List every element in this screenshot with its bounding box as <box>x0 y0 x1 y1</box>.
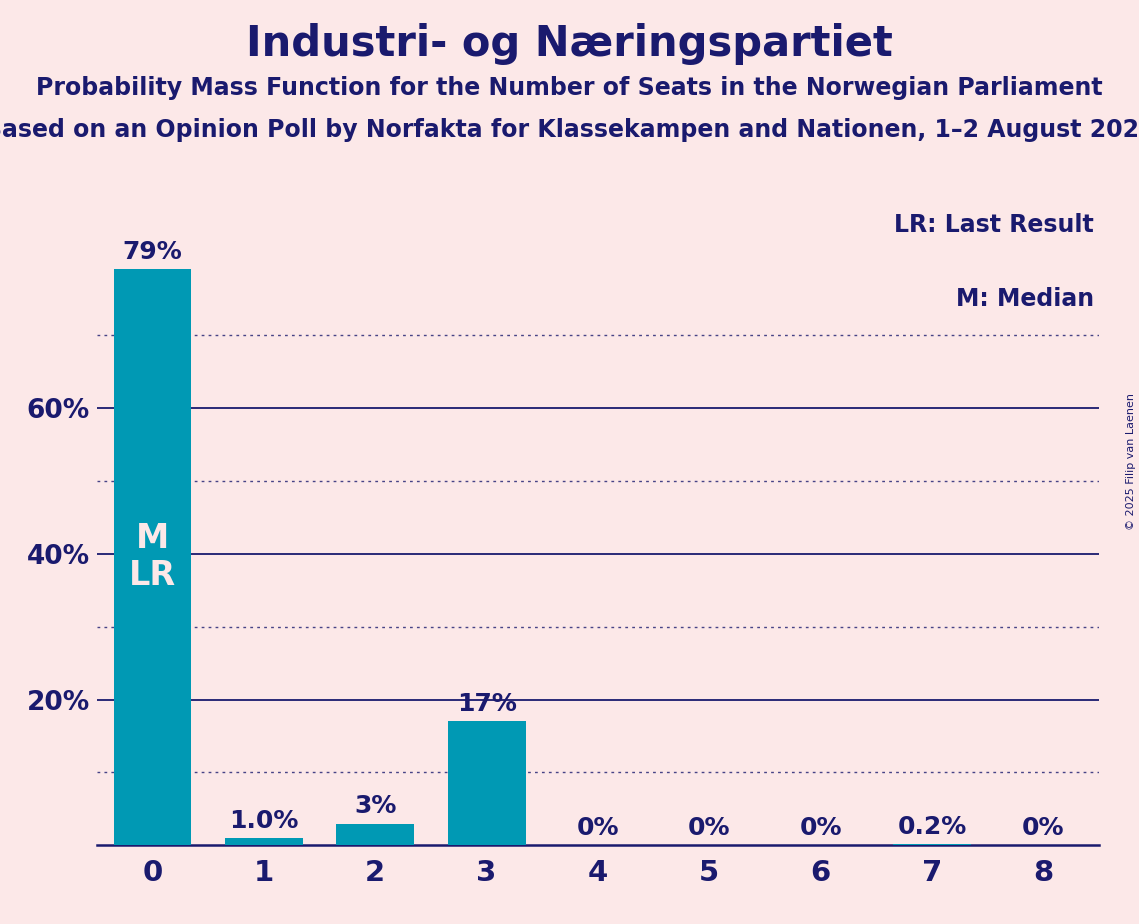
Text: 0%: 0% <box>688 816 730 840</box>
Text: Based on an Opinion Poll by Norfakta for Klassekampen and Nationen, 1–2 August 2: Based on an Opinion Poll by Norfakta for… <box>0 118 1139 142</box>
Text: 0%: 0% <box>800 816 842 840</box>
Text: © 2025 Filip van Laenen: © 2025 Filip van Laenen <box>1126 394 1136 530</box>
Bar <box>448 722 525 845</box>
Bar <box>114 269 191 845</box>
Text: 17%: 17% <box>457 692 517 716</box>
Text: Industri- og Næringspartiet: Industri- og Næringspartiet <box>246 23 893 65</box>
Text: 79%: 79% <box>123 240 182 264</box>
Bar <box>224 838 303 845</box>
Text: 0%: 0% <box>576 816 620 840</box>
Text: M: M <box>136 522 169 555</box>
Text: LR: LR <box>129 559 177 592</box>
Text: M: Median: M: Median <box>956 286 1095 310</box>
Text: 0%: 0% <box>1022 816 1065 840</box>
Text: 0.2%: 0.2% <box>898 815 967 839</box>
Text: 1.0%: 1.0% <box>229 809 298 833</box>
Text: Probability Mass Function for the Number of Seats in the Norwegian Parliament: Probability Mass Function for the Number… <box>36 76 1103 100</box>
Bar <box>336 823 415 845</box>
Bar <box>893 844 972 845</box>
Text: LR: Last Result: LR: Last Result <box>894 213 1095 237</box>
Text: 3%: 3% <box>354 795 396 819</box>
